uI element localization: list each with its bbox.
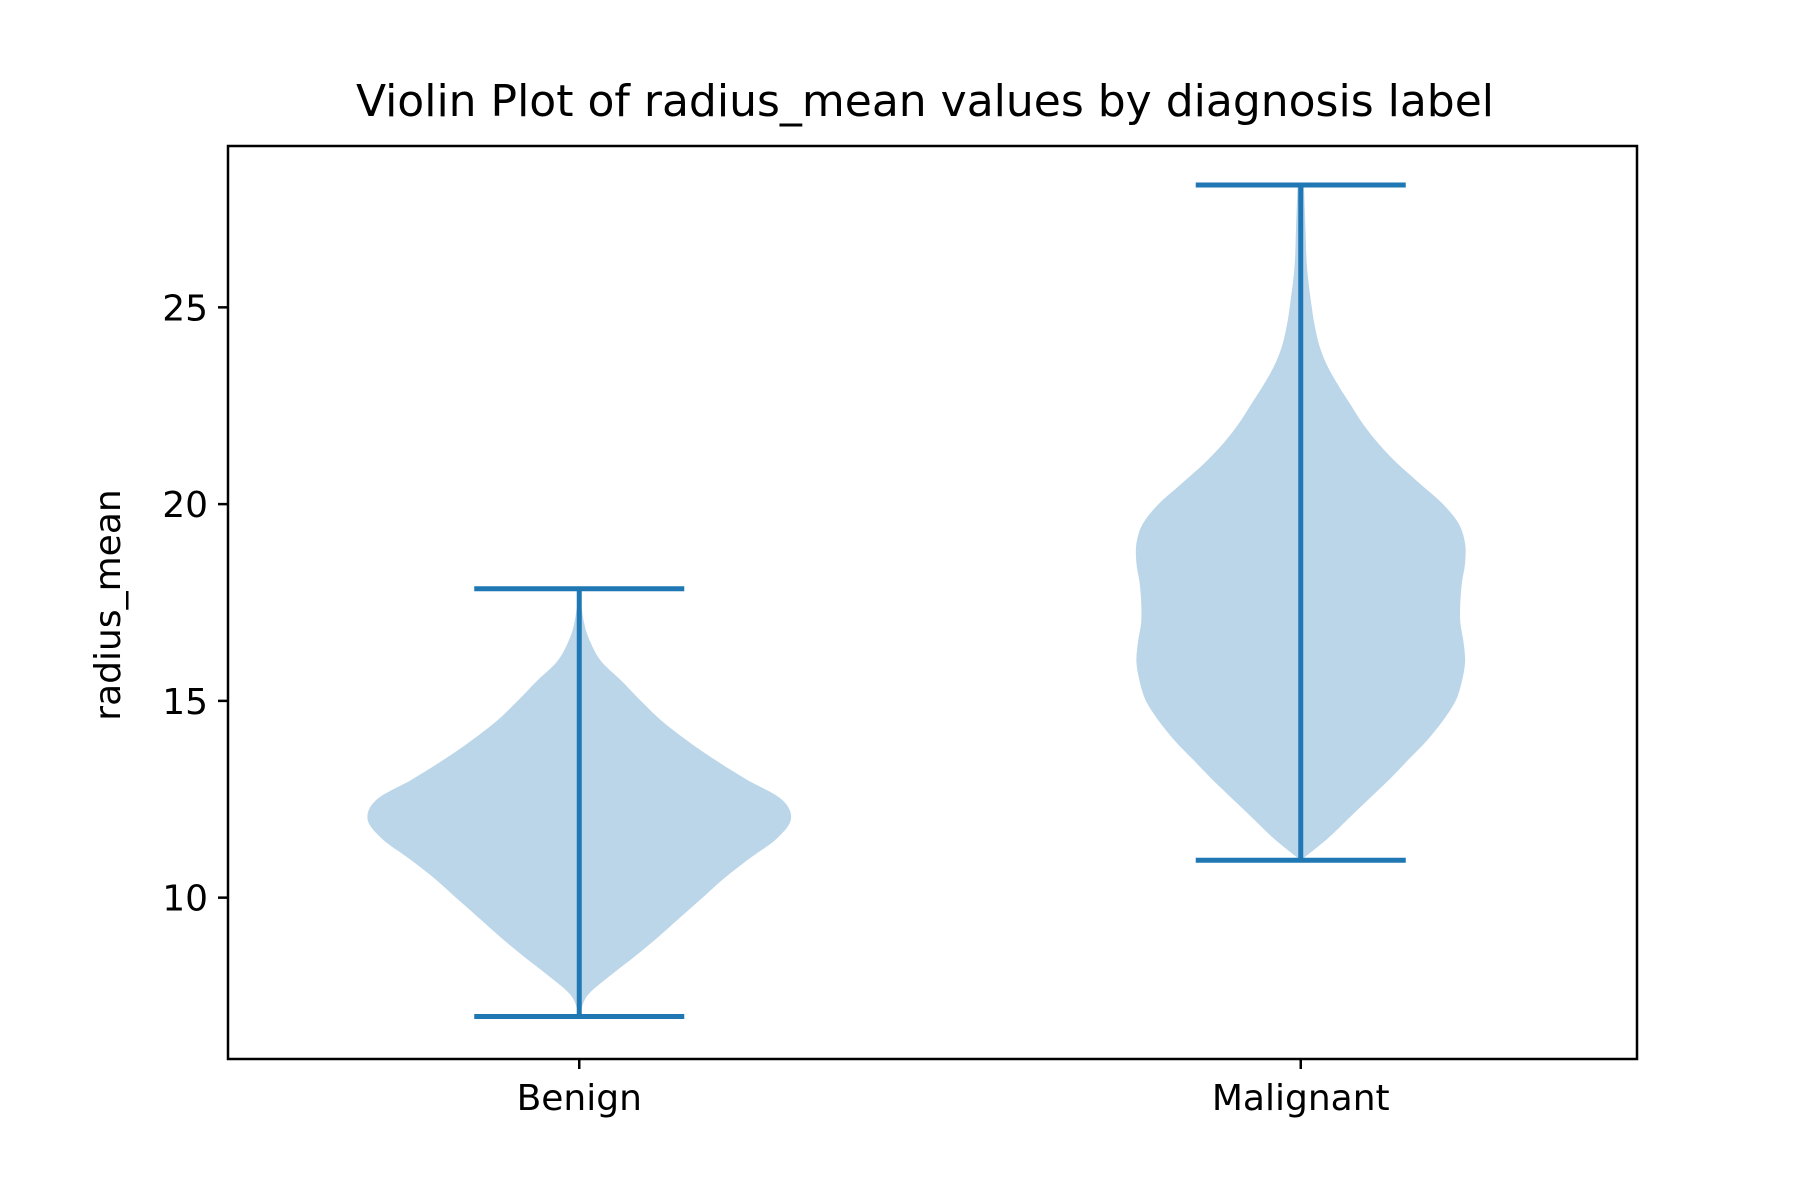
y-tick-label-20: 20: [162, 485, 208, 526]
x-tick-label-benign: Benign: [517, 1078, 642, 1119]
y-tick-label-15: 15: [162, 682, 208, 723]
axes-layer: Benign Malignant 10 15 20 25: [162, 288, 1389, 1119]
plot-frame: [226, 144, 1639, 1061]
y-tick-label-10: 10: [162, 879, 208, 920]
violin-benign: [367, 586, 792, 1019]
chart-title: Violin Plot of radius_mean values by dia…: [356, 76, 1494, 127]
y-axis-label: radius_mean: [88, 489, 129, 720]
x-tick-label-malignant: Malignant: [1212, 1078, 1390, 1119]
violin-malignant: [1135, 182, 1466, 863]
y-tick-label-25: 25: [162, 288, 208, 329]
violins-layer: [367, 182, 1466, 1019]
